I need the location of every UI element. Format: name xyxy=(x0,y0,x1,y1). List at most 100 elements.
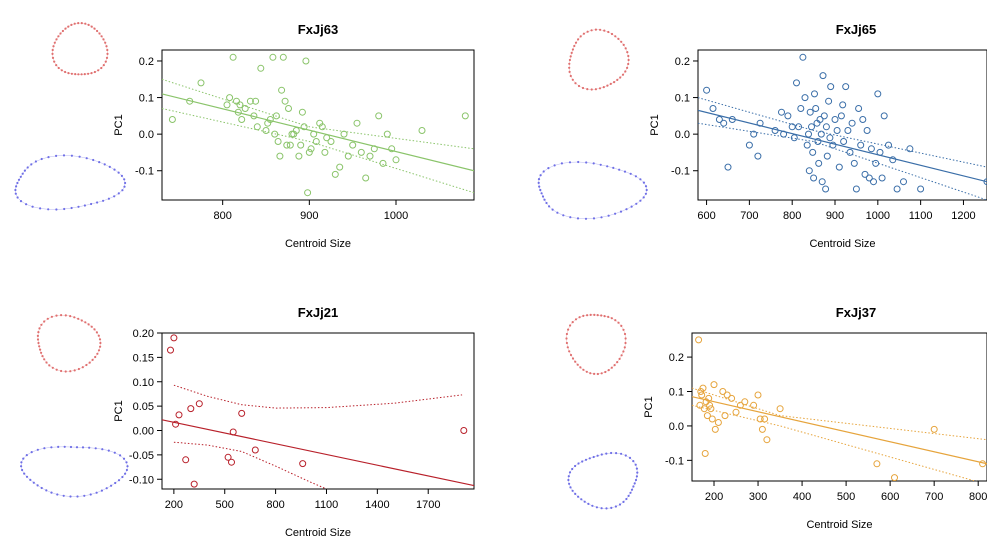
outline-shape-blue-2-landmark xyxy=(630,205,633,208)
data-point xyxy=(822,185,830,193)
outline-shape-red-1-landmark xyxy=(51,56,55,60)
data-point xyxy=(168,116,176,123)
outline-shape-red-2-landmark xyxy=(624,47,627,50)
data-point xyxy=(861,170,869,178)
outline-shape-red-3-landmark xyxy=(38,327,41,330)
regression-line xyxy=(162,419,474,487)
data-point xyxy=(819,72,827,80)
outline-shape-red-2-landmark xyxy=(569,74,572,78)
data-point xyxy=(797,105,805,112)
outline-shape-blue-3 xyxy=(20,445,129,498)
data-point xyxy=(344,152,352,160)
data-point xyxy=(741,398,749,406)
outline-shape-blue-1-landmark xyxy=(92,158,95,162)
data-point xyxy=(799,53,807,61)
outline-shape-blue-3-landmark xyxy=(22,457,25,460)
data-point xyxy=(805,130,812,138)
data-point xyxy=(776,405,784,413)
data-point xyxy=(715,116,723,123)
outline-shape-blue-1-landmark xyxy=(102,199,105,202)
outline-shape-red-1-landmark xyxy=(104,41,107,44)
x-tick-label: 500 xyxy=(837,491,855,503)
data-point xyxy=(238,116,246,123)
data-point xyxy=(835,163,843,171)
data-point xyxy=(790,134,798,142)
data-point xyxy=(304,189,312,197)
outline-shape-red-1-landmark xyxy=(104,60,107,63)
x-axis-label: Centroid Size xyxy=(285,527,351,539)
outline-shape-blue-4-landmark xyxy=(628,456,632,459)
y-tick-label: 0.0 xyxy=(669,421,684,433)
outline-shape-red-3-landmark xyxy=(95,331,98,334)
outline-shape-blue-2-landmark xyxy=(592,162,595,165)
outline-shape-blue-1-landmark xyxy=(14,192,17,195)
data-point xyxy=(285,105,292,112)
data-point xyxy=(698,391,706,399)
data-point xyxy=(983,178,987,186)
outline-shape-red-3-landmark xyxy=(38,345,41,348)
data-point xyxy=(302,57,310,65)
outline-shape-red-2-landmark xyxy=(599,28,602,31)
data-point xyxy=(708,415,716,423)
outline-shape-blue-1-landmark xyxy=(117,192,120,195)
outline-shape-blue-4-landmark xyxy=(636,471,639,474)
outline-shape-blue-4-landmark xyxy=(595,506,599,509)
outline-shape-blue-3-landmark xyxy=(30,451,33,454)
outline-shape-red-4-landmark xyxy=(622,350,625,353)
outline-shape-blue-2-landmark xyxy=(619,210,623,213)
outline-shape-blue-2-landmark xyxy=(614,212,617,215)
data-point xyxy=(279,53,287,61)
outline-shape-red-4-landmark xyxy=(574,360,577,363)
outline-shape-red-3-landmark xyxy=(64,314,67,317)
data-point xyxy=(392,156,400,164)
outline-shape-red-4-landmark xyxy=(585,370,588,373)
x-tick-label: 900 xyxy=(826,210,844,222)
data-point xyxy=(833,127,841,134)
data-point xyxy=(873,460,881,468)
outline-shape-red-3-landmark xyxy=(69,370,72,373)
outline-shape-red-4-landmark xyxy=(607,315,610,318)
outline-shape-red-3-landmark xyxy=(36,338,40,341)
outline-shape-blue-2-landmark xyxy=(562,214,565,217)
outline-shape-blue-1-landmark xyxy=(108,165,111,168)
plot-area xyxy=(698,53,987,200)
data-point xyxy=(238,409,246,417)
x-tick-label: 500 xyxy=(216,499,234,511)
data-point xyxy=(170,334,178,342)
outline-shape-blue-2-landmark xyxy=(585,161,588,164)
outline-shape-red-1-landmark xyxy=(80,73,83,76)
outline-shape-blue-3-landmark xyxy=(121,475,124,479)
y-tick-label: 0.10 xyxy=(133,377,154,389)
confidence-band-lower xyxy=(173,441,327,489)
data-point xyxy=(253,123,261,131)
data-point xyxy=(241,105,249,112)
outline-shape-blue-2-landmark xyxy=(542,170,545,173)
data-point xyxy=(299,460,307,468)
data-point xyxy=(754,152,762,160)
outline-shape-blue-3-landmark xyxy=(83,494,86,497)
outline-shape-blue-3-landmark xyxy=(25,454,28,457)
outline-shape-blue-2-landmark xyxy=(625,208,628,211)
outline-shape-red-3-landmark xyxy=(43,320,46,323)
outline-shape-blue-3-landmark xyxy=(101,448,104,451)
outline-shape-red-3-landmark xyxy=(88,361,91,364)
outline-shape-blue-1-landmark xyxy=(19,175,22,178)
outline-shape-red-3-landmark xyxy=(37,341,40,345)
data-point xyxy=(823,152,831,160)
data-point xyxy=(186,97,194,105)
data-point xyxy=(784,112,792,120)
outline-shape-blue-2-landmark xyxy=(539,188,542,192)
outline-shape-red-1-landmark xyxy=(70,72,73,75)
data-point xyxy=(327,138,335,145)
confidence-band-upper xyxy=(162,78,474,150)
outline-shape-blue-1-landmark xyxy=(16,196,19,199)
data-point xyxy=(190,480,198,488)
outline-shape-red-2 xyxy=(568,28,630,91)
outline-shape-blue-2-landmark xyxy=(541,195,545,198)
outline-shape-red-3-landmark xyxy=(91,358,94,361)
outline-shape-red-3-landmark xyxy=(77,367,80,371)
data-point xyxy=(756,415,764,423)
chart-panel-FxJj21: FxJj21 -0.10 -0.05 0.00 0.05 0.10 0.15 0.20 200 5… xyxy=(113,305,475,539)
y-tick-label: -0.1 xyxy=(671,166,690,178)
outline-shape-blue-3-landmark xyxy=(88,446,91,449)
